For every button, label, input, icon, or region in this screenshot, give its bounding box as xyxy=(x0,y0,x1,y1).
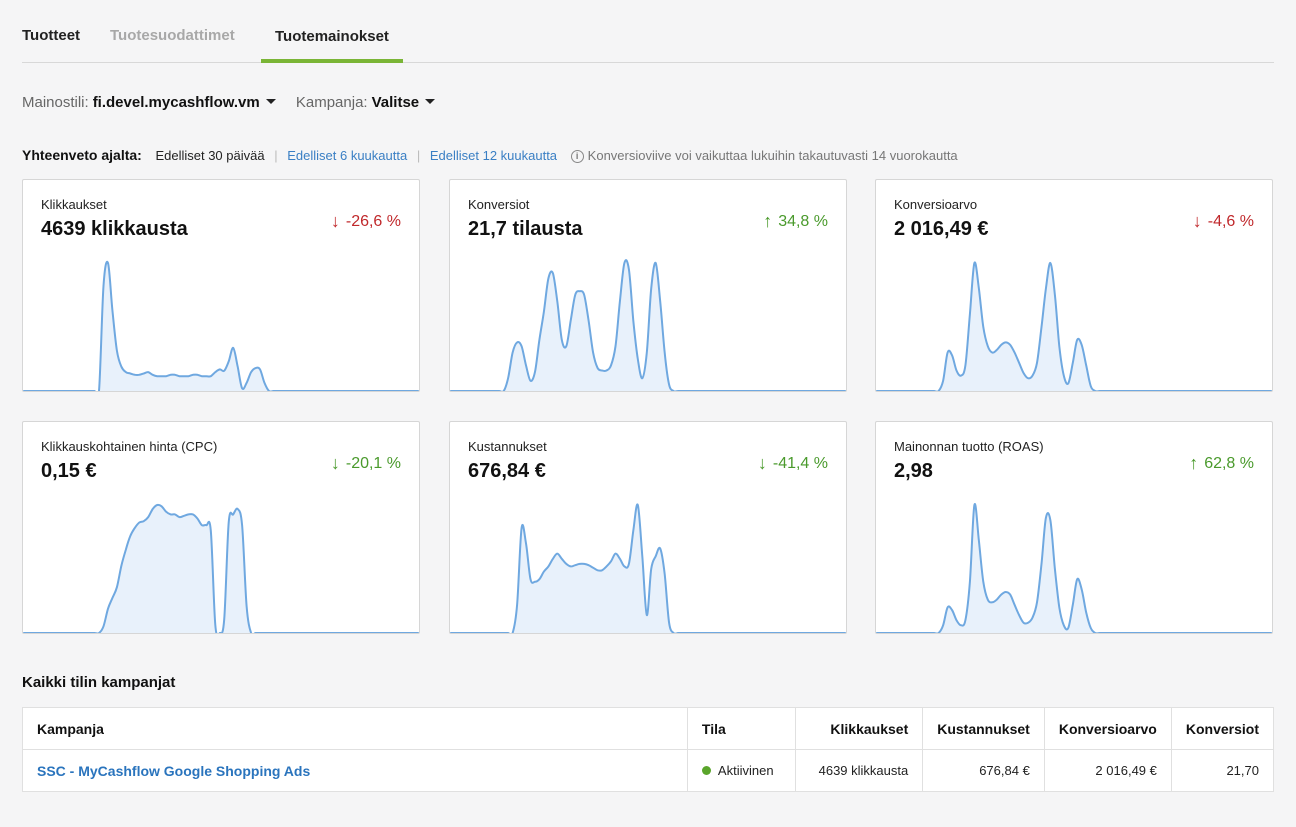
divider: | xyxy=(274,148,278,163)
tab-bar: Tuotteet Tuotesuodattimet Tuotemainokset xyxy=(22,0,1274,63)
campaign-cell: SSC - MyCashflow Google Shopping Ads xyxy=(22,749,688,792)
period-option-6-months[interactable]: Edelliset 6 kuukautta xyxy=(287,148,408,163)
costs-cell: 676,84 € xyxy=(922,749,1045,792)
metric-change-value: 34,8 % xyxy=(778,213,828,230)
sparkline-chart xyxy=(876,261,1272,391)
metric-card-costs: Kustannukset 676,84 € ↓ -41,4 % xyxy=(449,421,847,634)
metric-change: ↓ -20,1 % xyxy=(331,452,401,473)
sparkline-area xyxy=(876,262,1272,391)
sparkline-line xyxy=(23,260,419,391)
arrow-down-icon: ↓ xyxy=(1192,211,1202,231)
column-header-clicks[interactable]: Klikkaukset xyxy=(794,707,924,750)
metric-title: Konversiot xyxy=(468,197,530,212)
table-header-row: Kampanja Tila Klikkaukset Kustannukset K… xyxy=(22,707,1275,750)
metric-title: Kustannukset xyxy=(468,439,547,454)
arrow-down-icon: ↓ xyxy=(330,211,340,231)
metric-value: 2,98 xyxy=(894,460,933,482)
metric-change-value: 62,8 % xyxy=(1204,455,1254,472)
metric-change-value: -20,1 % xyxy=(345,455,401,472)
sparkline-chart xyxy=(23,260,419,391)
sparkline-line xyxy=(450,259,846,391)
conversion-delay-note: i Konversioviive voi vaikuttaa lukuihin t… xyxy=(570,148,958,163)
metric-value: 0,15 € xyxy=(41,460,97,482)
sparkline-area xyxy=(23,261,419,391)
sparkline-chart xyxy=(876,503,1272,633)
sparkline-line xyxy=(876,503,1272,633)
metric-card-roas: Mainonnan tuotto (ROAS) 2,98 ↑ 62,8 % xyxy=(875,421,1273,634)
sparkline-area xyxy=(450,504,846,633)
clicks-cell: 4639 klikkausta xyxy=(794,749,924,792)
metric-change: ↓ -41,4 % xyxy=(758,452,828,473)
campaigns-section-title: Kaikki tilin kampanjat xyxy=(22,674,176,691)
column-header-conversion-value[interactable]: Konversioarvo xyxy=(1043,707,1172,750)
period-option-30-days[interactable]: Edelliset 30 päivää xyxy=(155,148,265,163)
sparkline-chart xyxy=(450,503,846,633)
column-header-campaign[interactable]: Kampanja xyxy=(22,707,688,750)
metric-change: ↓ -4,6 % xyxy=(1193,210,1254,231)
metric-value: 676,84 € xyxy=(468,460,546,482)
column-header-status[interactable]: Tila xyxy=(686,707,796,750)
status-active-icon xyxy=(701,766,711,775)
campaigns-table: Kampanja Tila Klikkaukset Kustannukset K… xyxy=(22,707,1275,792)
divider: | xyxy=(416,148,421,163)
metric-card-clicks: Klikkaukset 4639 klikkausta ↓ -26,6 % xyxy=(22,179,420,392)
sparkline-chart xyxy=(23,503,419,633)
metric-card-conversion-value: Konversioarvo 2 016,49 € ↓ -4,6 % xyxy=(875,179,1273,392)
arrow-down-icon: ↓ xyxy=(757,453,767,473)
sparkline-area xyxy=(450,260,846,391)
conversion-delay-text: Konversioviive voi vaikuttaa lukuihin ta… xyxy=(587,148,958,163)
metric-title: Klikkaukset xyxy=(41,197,107,212)
arrow-down-icon: ↓ xyxy=(330,453,340,473)
tab-products[interactable]: Tuotteet xyxy=(22,27,81,44)
metric-change-value: -26,6 % xyxy=(345,213,401,230)
summary-period-bar: Yhteenveto ajalta: Edelliset 30 päivää |… xyxy=(22,147,958,164)
metric-card-conversions: Konversiot 21,7 tilausta ↑ 34,8 % xyxy=(449,179,847,392)
tab-product-filters[interactable]: Tuotesuodattimet xyxy=(110,27,235,44)
metric-change-value: -4,6 % xyxy=(1207,213,1254,230)
table-row: SSC - MyCashflow Google Shopping Ads Akt… xyxy=(22,749,1275,792)
campaign-value: Valitse xyxy=(371,94,420,111)
filter-bar: Mainostili: fi.devel.mycashflow.vm Kampan… xyxy=(22,94,451,111)
info-icon: i xyxy=(570,150,584,163)
column-header-costs[interactable]: Kustannukset xyxy=(922,707,1045,750)
column-header-conversions[interactable]: Konversiot xyxy=(1170,707,1275,750)
sparkline-line xyxy=(876,261,1272,391)
metric-value: 2 016,49 € xyxy=(894,218,989,240)
status-badge: Aktiivinen xyxy=(717,763,774,778)
arrow-up-icon: ↑ xyxy=(763,211,773,231)
ad-account-value: fi.devel.mycashflow.vm xyxy=(92,94,260,111)
arrow-up-icon: ↑ xyxy=(1189,453,1199,473)
ad-account-label: Mainostili: xyxy=(22,94,89,111)
metric-value: 4639 klikkausta xyxy=(41,218,188,240)
sparkline-area xyxy=(23,504,419,633)
conversion-value-cell: 2 016,49 € xyxy=(1043,749,1172,792)
campaign-link[interactable]: SSC - MyCashflow Google Shopping Ads xyxy=(37,762,311,779)
campaign-dropdown[interactable]: Kampanja: Valitse xyxy=(295,94,436,111)
metric-change: ↑ 34,8 % xyxy=(763,210,828,231)
metric-change: ↓ -26,6 % xyxy=(331,210,401,231)
sparkline-chart xyxy=(450,259,846,391)
sparkline-line xyxy=(450,503,846,633)
metric-card-cpc: Klikkauskohtainen hinta (CPC) 0,15 € ↓ -2… xyxy=(22,421,420,634)
chevron-down-icon xyxy=(265,98,276,104)
metric-value: 21,7 tilausta xyxy=(468,218,583,240)
ad-account-dropdown[interactable]: Mainostili: fi.devel.mycashflow.vm xyxy=(22,94,276,111)
tab-product-ads[interactable]: Tuotemainokset xyxy=(261,0,403,63)
conversions-cell: 21,70 xyxy=(1170,749,1275,792)
period-option-12-months[interactable]: Edelliset 12 kuukautta xyxy=(429,148,558,163)
sparkline-area xyxy=(876,504,1272,633)
metric-title: Klikkauskohtainen hinta (CPC) xyxy=(41,439,218,454)
sparkline-line xyxy=(23,503,419,633)
campaign-label: Kampanja: xyxy=(295,94,368,111)
metric-change: ↑ 62,8 % xyxy=(1189,452,1254,473)
metric-title: Mainonnan tuotto (ROAS) xyxy=(894,439,1044,454)
summary-label: Yhteenveto ajalta: xyxy=(22,147,142,163)
chevron-down-icon xyxy=(425,98,436,104)
metric-title: Konversioarvo xyxy=(894,197,978,212)
metric-change-value: -41,4 % xyxy=(772,455,828,472)
status-cell: Aktiivinen xyxy=(686,749,796,792)
tab-product-ads-label: Tuotemainokset xyxy=(275,28,389,45)
